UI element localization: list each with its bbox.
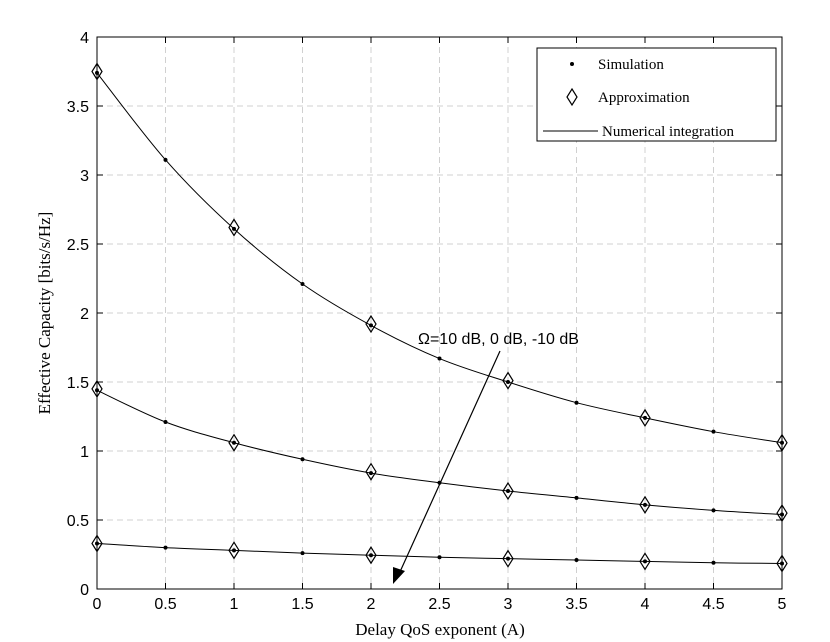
simulation-point xyxy=(711,508,716,513)
simulation-point xyxy=(232,440,236,445)
annotation-arrowhead xyxy=(393,567,405,584)
y-tick-label: 0 xyxy=(80,582,89,599)
simulation-point xyxy=(300,551,305,556)
x-tick-label: 0 xyxy=(93,596,102,613)
y-axis-label: Effective Capacity [bits/s/Hz] xyxy=(35,212,54,415)
simulation-point xyxy=(711,429,716,434)
approximation-marker xyxy=(365,546,377,565)
x-tick-label: 2.5 xyxy=(428,596,450,613)
y-tick-label: 3 xyxy=(80,168,89,185)
legend-simulation-label: Simulation xyxy=(598,57,664,73)
x-tick-label: 1 xyxy=(230,596,239,613)
x-tick-label: 0.5 xyxy=(154,596,176,613)
simulation-point xyxy=(643,502,647,507)
x-axis-label: Delay QoS exponent (A) xyxy=(355,620,525,639)
simulation-point xyxy=(163,157,168,162)
simulation-point xyxy=(369,553,373,558)
simulation-point xyxy=(300,457,305,462)
approximation-marker xyxy=(228,218,240,237)
legend-box xyxy=(536,47,777,142)
simulation-point xyxy=(163,545,168,550)
approximation-marker xyxy=(228,541,240,560)
x-tick-label: 2 xyxy=(367,596,376,613)
y-tick-label: 4 xyxy=(80,30,89,47)
approximation-marker xyxy=(502,481,514,501)
simulation-point xyxy=(437,356,442,361)
simulation-point xyxy=(506,489,510,494)
simulation-point xyxy=(506,380,510,384)
legend-numerical-label: Numerical integration xyxy=(602,124,735,140)
approximation-marker xyxy=(639,495,651,514)
simulation-point xyxy=(574,558,579,563)
approximation-marker xyxy=(228,433,240,452)
y-tick-labels: 0 0.5 1 1.5 2 2.5 3 3.5 4 xyxy=(67,30,89,599)
approximation-marker xyxy=(365,314,377,334)
simulation-point xyxy=(232,548,236,553)
approximation-marker xyxy=(502,549,514,568)
x-tick-label: 3.5 xyxy=(565,596,587,613)
simulation-point xyxy=(437,555,442,560)
x-tick-label: 4 xyxy=(641,596,650,613)
simulation-point xyxy=(574,495,579,500)
legend-simulation-marker xyxy=(570,62,574,66)
legend-approximation-label: Approximation xyxy=(598,90,690,106)
x-tick-label: 4.5 xyxy=(702,596,724,613)
approximation-marker xyxy=(639,552,651,571)
y-tick-label: 3.5 xyxy=(67,99,89,116)
simulation-point xyxy=(163,420,168,425)
legend-approximation-marker xyxy=(566,87,578,107)
y-tick-label: 2 xyxy=(80,306,89,323)
x-tick-label: 1.5 xyxy=(291,596,313,613)
simulation-point xyxy=(369,323,373,328)
simulation-point xyxy=(711,560,716,565)
simulation-point xyxy=(574,400,579,405)
x-tick-labels: 0 0.5 1 1.5 2 2.5 3 3.5 4 4.5 5 xyxy=(93,596,787,613)
ticks xyxy=(96,36,783,590)
annotation-text: Ω=10 dB, 0 dB, -10 dB xyxy=(418,331,579,348)
simulation-point xyxy=(506,556,510,561)
simulation-point xyxy=(643,559,647,564)
approximation-marker xyxy=(502,371,514,390)
simulation-point xyxy=(300,282,305,287)
y-tick-label: 0.5 xyxy=(67,513,89,530)
approximation-marker xyxy=(365,462,377,481)
simulation-point xyxy=(232,226,236,231)
y-tick-label: 1.5 xyxy=(67,375,89,392)
annotation-arrow-line xyxy=(398,350,501,575)
simulation-point xyxy=(369,471,373,476)
y-tick-label: 1 xyxy=(80,444,89,461)
simulation-point xyxy=(643,415,647,420)
approximation-marker xyxy=(639,408,651,428)
x-tick-label: 3 xyxy=(504,596,513,613)
y-tick-label: 2.5 xyxy=(67,237,89,254)
legend: Simulation Approximation Numerical integ… xyxy=(536,47,777,142)
x-tick-label: 5 xyxy=(778,596,787,613)
numerical-integration-line-0 xyxy=(96,72,783,444)
